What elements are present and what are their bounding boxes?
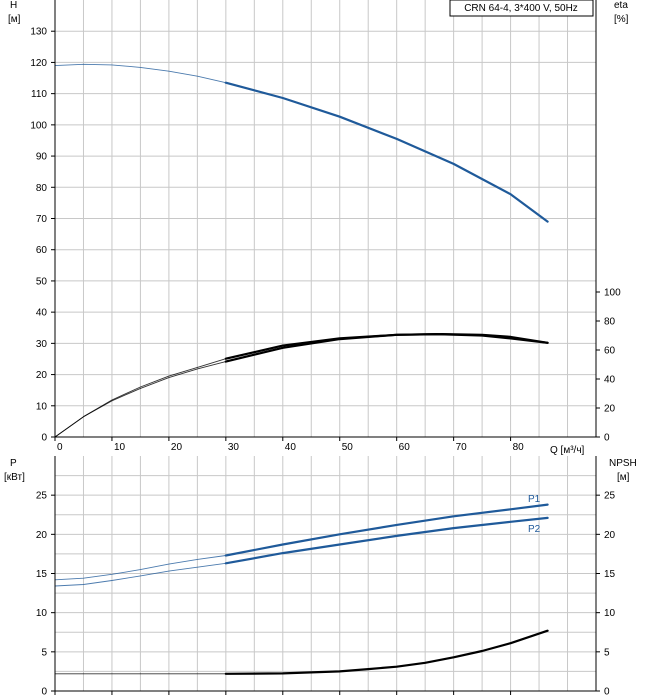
right-tick-label: 0 (604, 433, 610, 444)
left-tick-label: 30 (36, 339, 48, 350)
right-tick-label: 20 (604, 404, 616, 415)
p-axis-label: P (10, 458, 17, 469)
series-line-0-2-thin (54, 333, 548, 438)
right-tick-label: 0 (604, 687, 610, 698)
series-line-0-1-thin (54, 333, 548, 438)
series-line-1-0 (224, 503, 549, 557)
series-line-1-1 (224, 516, 549, 565)
left-tick-label: 0 (41, 433, 47, 444)
right-tick-label: 40 (604, 375, 616, 386)
p2-series-label: P2 (528, 524, 541, 535)
x-tick-label: 10 (114, 442, 126, 453)
left-tick-label: 10 (36, 401, 48, 412)
x-tick-label: 80 (513, 442, 525, 453)
x-tick-label: 50 (342, 442, 354, 453)
eta-axis-unit: [%] (614, 14, 629, 25)
left-tick-label: 40 (36, 308, 48, 319)
right-tick-label: 20 (604, 530, 616, 541)
right-tick-label: 5 (604, 647, 610, 658)
x-tick-label: 60 (399, 442, 411, 453)
h-axis-unit: [м] (8, 14, 21, 25)
right-tick-label: 80 (604, 317, 616, 328)
eta-axis-label: eta (614, 0, 628, 11)
right-tick-label: 15 (604, 569, 616, 580)
left-tick-label: 120 (30, 58, 47, 69)
legend-text: CRN 64-4, 3*400 V, 50Hz (464, 3, 578, 14)
grid-lines (55, 0, 596, 691)
curve-layer (54, 63, 549, 675)
right-tick-label: 25 (604, 491, 616, 502)
left-tick-label: 100 (30, 120, 47, 131)
series-line-0-0-thin (54, 63, 548, 222)
x-tick-label: 40 (285, 442, 297, 453)
left-tick-label: 15 (36, 569, 48, 580)
series-line-0-0 (224, 81, 549, 223)
left-tick-label: 80 (36, 183, 48, 194)
left-tick-label: 10 (36, 608, 48, 619)
left-tick-label: 50 (36, 276, 48, 287)
h-axis-label: H (10, 0, 17, 11)
series-line-0-2 (224, 333, 549, 360)
left-tick-label: 20 (36, 530, 48, 541)
axis-layer: 0102030405060708090100110120130020406080… (30, 0, 621, 698)
left-tick-label: 90 (36, 152, 48, 163)
left-tick-label: 20 (36, 370, 48, 381)
x-tick-label: 30 (228, 442, 240, 453)
series-line-1-1-thin (54, 517, 548, 587)
p-axis-unit: [кВт] (4, 472, 25, 483)
npsh-axis-label: NPSH (609, 458, 637, 469)
q-axis-label: Q [м³/ч] (550, 445, 585, 456)
npsh-axis-unit: [м] (617, 472, 630, 483)
x-tick-label: 70 (456, 442, 468, 453)
left-tick-label: 110 (31, 89, 47, 100)
p1-series-label: P1 (528, 494, 541, 505)
right-tick-label: 10 (604, 608, 616, 619)
x-tick-label: 0 (57, 442, 63, 453)
legend-box (449, 0, 594, 17)
left-tick-label: 60 (36, 245, 48, 256)
left-tick-label: 5 (41, 647, 47, 658)
left-tick-label: 25 (36, 491, 48, 502)
x-tick-label: 20 (171, 442, 183, 453)
left-tick-label: 70 (36, 214, 48, 225)
left-tick-label: 0 (41, 687, 47, 698)
series-line-1-2 (224, 629, 549, 675)
right-tick-label: 60 (604, 346, 616, 357)
right-tick-label: 100 (604, 288, 621, 299)
left-tick-label: 130 (30, 27, 47, 38)
